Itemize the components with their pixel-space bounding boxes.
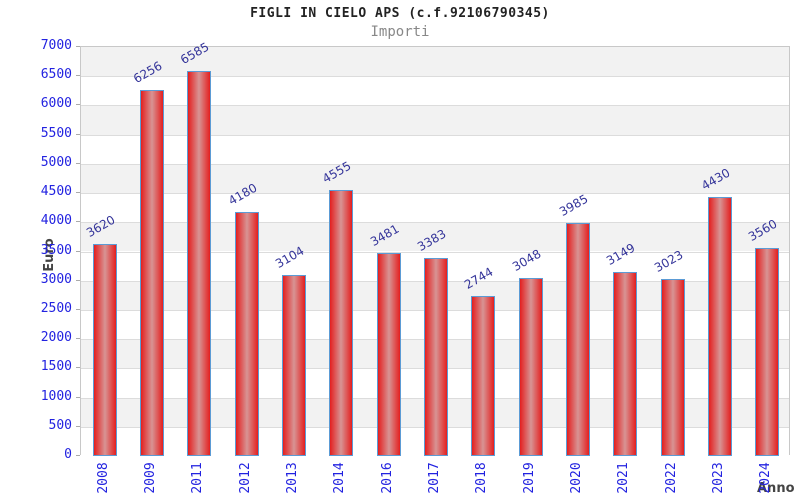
- bar-2020: [566, 223, 590, 456]
- chart-title: FIGLI IN CIELO APS (c.f.92106790345): [250, 6, 550, 21]
- gridline: [81, 105, 789, 107]
- y-tick-mark: [76, 396, 80, 398]
- chart-subtitle: Importi: [370, 24, 430, 40]
- y-tick-label: 5000: [40, 154, 72, 170]
- gridline: [81, 134, 789, 136]
- y-tick-mark: [76, 104, 80, 106]
- y-tick-mark: [76, 279, 80, 281]
- bar-2016: [376, 252, 401, 456]
- y-tick-mark: [76, 425, 80, 427]
- y-tick-mark: [76, 221, 80, 223]
- y-tick-label: 4000: [40, 213, 72, 229]
- gridline: [81, 222, 789, 224]
- y-tick-label: 6000: [40, 96, 72, 112]
- y-tick-mark: [76, 46, 80, 47]
- y-tick-mark: [76, 192, 80, 194]
- x-tick-label: 2019: [521, 462, 537, 494]
- y-tick-label: 2000: [40, 330, 72, 346]
- y-tick-mark: [76, 75, 80, 77]
- x-tick-label: 2022: [663, 462, 679, 494]
- x-tick-label: 2023: [711, 462, 726, 494]
- bar-2024: [755, 247, 780, 456]
- y-tick-label: 2500: [40, 300, 72, 316]
- bar-2022: [660, 279, 685, 456]
- x-tick-label: 2016: [379, 462, 395, 494]
- y-tick-label: 5500: [40, 125, 72, 141]
- x-axis-title: Anno: [757, 481, 795, 496]
- y-tick-label: 1000: [40, 388, 72, 404]
- y-tick-label: 7000: [40, 38, 72, 53]
- y-tick-label: 1500: [40, 359, 72, 375]
- x-tick-label: 2009: [143, 462, 158, 494]
- x-tick-label: 2012: [237, 462, 253, 494]
- x-tick-label: 2018: [474, 462, 490, 494]
- bar-2013: [282, 274, 306, 456]
- y-tick-mark: [76, 162, 80, 164]
- y-tick-label: 4500: [40, 184, 72, 200]
- y-tick-label: 500: [48, 417, 72, 433]
- x-tick-label: 2014: [332, 462, 348, 494]
- gridline: [81, 76, 789, 78]
- bar-2012: [234, 211, 259, 456]
- x-tick-label: 2024: [758, 462, 774, 494]
- bar-2014: [329, 189, 354, 456]
- y-tick-mark: [76, 308, 80, 310]
- y-tick-label: 0: [64, 447, 72, 462]
- y-tick-mark: [76, 455, 80, 456]
- x-tick-label: 2013: [285, 462, 300, 494]
- y-tick-mark: [76, 367, 80, 369]
- y-tick-label: 6500: [40, 67, 72, 83]
- y-tick-mark: [76, 338, 80, 340]
- x-tick-label: 2021: [616, 462, 632, 494]
- x-tick-label: 2008: [95, 462, 111, 494]
- x-tick-label: 2020: [569, 462, 584, 494]
- plot-area: 3620 6256 6585 4180 3104 4555 3481 3383 2744 3048…: [80, 40, 790, 456]
- y-tick-mark: [76, 250, 80, 252]
- gridline: [81, 193, 789, 195]
- bar-2019: [518, 277, 543, 456]
- y-tick-mark: [76, 133, 80, 135]
- bar-2009: [140, 90, 164, 456]
- bar-2011: [187, 71, 212, 456]
- bar-2021: [613, 272, 638, 456]
- x-tick-label: 2017: [427, 462, 442, 494]
- bar-2018: [471, 295, 496, 456]
- y-tick-label: 3500: [40, 242, 72, 258]
- y-tick-label: 3000: [40, 271, 72, 287]
- bar-2008: [92, 244, 117, 456]
- bar-2017: [424, 258, 448, 456]
- x-tick-label: 2011: [190, 462, 206, 494]
- gridline: [81, 251, 789, 253]
- bar-2023: [708, 197, 732, 456]
- gridline: [81, 163, 789, 165]
